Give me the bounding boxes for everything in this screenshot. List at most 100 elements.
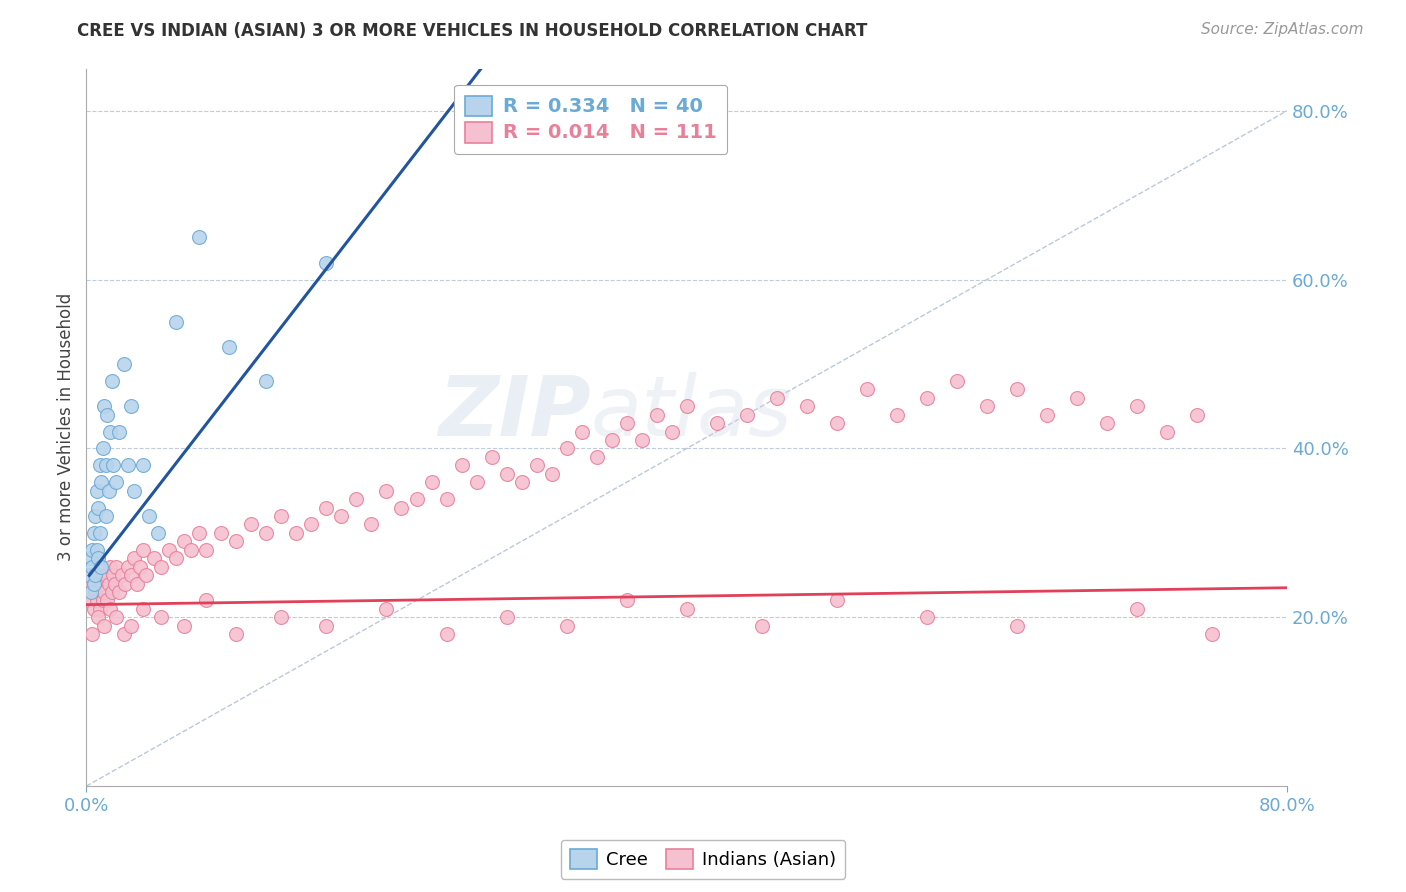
Point <box>1201 627 1223 641</box>
Text: ZIP: ZIP <box>439 373 591 453</box>
Text: atlas: atlas <box>591 373 792 453</box>
Point <box>98 602 121 616</box>
Point <box>120 618 142 632</box>
Point <box>1066 391 1088 405</box>
Point <box>675 399 697 413</box>
Point <box>84 508 107 523</box>
Point <box>360 517 382 532</box>
Point <box>80 551 103 566</box>
Point <box>132 458 155 473</box>
Point <box>79 568 101 582</box>
Point <box>495 610 517 624</box>
Point <box>495 467 517 481</box>
Point <box>661 425 683 439</box>
Point <box>675 602 697 616</box>
Legend: Cree, Indians (Asian): Cree, Indians (Asian) <box>561 839 845 879</box>
Point <box>173 534 195 549</box>
Point <box>630 433 652 447</box>
Point <box>555 442 578 456</box>
Point <box>87 568 110 582</box>
Point <box>117 458 139 473</box>
Point <box>254 525 277 540</box>
Point <box>82 576 104 591</box>
Point <box>97 483 120 498</box>
Point <box>117 559 139 574</box>
Point <box>765 391 787 405</box>
Legend: R = 0.334   N = 40, R = 0.014   N = 111: R = 0.334 N = 40, R = 0.014 N = 111 <box>454 85 727 153</box>
Point <box>138 508 160 523</box>
Point <box>218 340 240 354</box>
Point <box>915 391 938 405</box>
Point <box>165 551 187 566</box>
Point <box>103 458 125 473</box>
Point <box>87 500 110 515</box>
Point <box>1005 382 1028 396</box>
Point <box>1005 618 1028 632</box>
Point <box>751 618 773 632</box>
Point <box>180 542 202 557</box>
Point <box>93 399 115 413</box>
Point <box>436 627 458 641</box>
Text: Source: ZipAtlas.com: Source: ZipAtlas.com <box>1201 22 1364 37</box>
Point <box>89 602 111 616</box>
Point <box>254 374 277 388</box>
Point <box>86 593 108 607</box>
Point <box>83 525 105 540</box>
Point <box>111 568 134 582</box>
Point <box>132 542 155 557</box>
Point <box>209 525 232 540</box>
Point <box>391 500 413 515</box>
Point <box>82 559 104 574</box>
Point <box>195 542 218 557</box>
Point <box>436 492 458 507</box>
Point <box>89 525 111 540</box>
Point <box>112 627 135 641</box>
Point <box>86 542 108 557</box>
Point <box>124 483 146 498</box>
Point <box>114 576 136 591</box>
Point <box>540 467 562 481</box>
Point <box>315 618 337 632</box>
Point <box>1156 425 1178 439</box>
Point <box>90 475 112 490</box>
Point <box>83 602 105 616</box>
Point <box>735 408 758 422</box>
Point <box>706 416 728 430</box>
Point <box>976 399 998 413</box>
Point <box>796 399 818 413</box>
Text: CREE VS INDIAN (ASIAN) 3 OR MORE VEHICLES IN HOUSEHOLD CORRELATION CHART: CREE VS INDIAN (ASIAN) 3 OR MORE VEHICLE… <box>77 22 868 40</box>
Point <box>915 610 938 624</box>
Point <box>375 483 398 498</box>
Point <box>1185 408 1208 422</box>
Point <box>157 542 180 557</box>
Point <box>173 618 195 632</box>
Point <box>315 256 337 270</box>
Point <box>420 475 443 490</box>
Point <box>101 374 124 388</box>
Point <box>127 576 149 591</box>
Point <box>96 593 118 607</box>
Point <box>98 559 121 574</box>
Point <box>825 593 848 607</box>
Point <box>1036 408 1059 422</box>
Point <box>465 475 488 490</box>
Point <box>285 525 308 540</box>
Point <box>91 442 114 456</box>
Point <box>148 525 170 540</box>
Point <box>555 618 578 632</box>
Point <box>91 593 114 607</box>
Point <box>450 458 472 473</box>
Point <box>120 568 142 582</box>
Point <box>481 450 503 464</box>
Point <box>87 551 110 566</box>
Point <box>1126 602 1149 616</box>
Point <box>1095 416 1118 430</box>
Point <box>87 610 110 624</box>
Point <box>124 551 146 566</box>
Point <box>105 475 128 490</box>
Point <box>585 450 607 464</box>
Point <box>187 230 209 244</box>
Point <box>94 568 117 582</box>
Point <box>129 559 152 574</box>
Point <box>84 568 107 582</box>
